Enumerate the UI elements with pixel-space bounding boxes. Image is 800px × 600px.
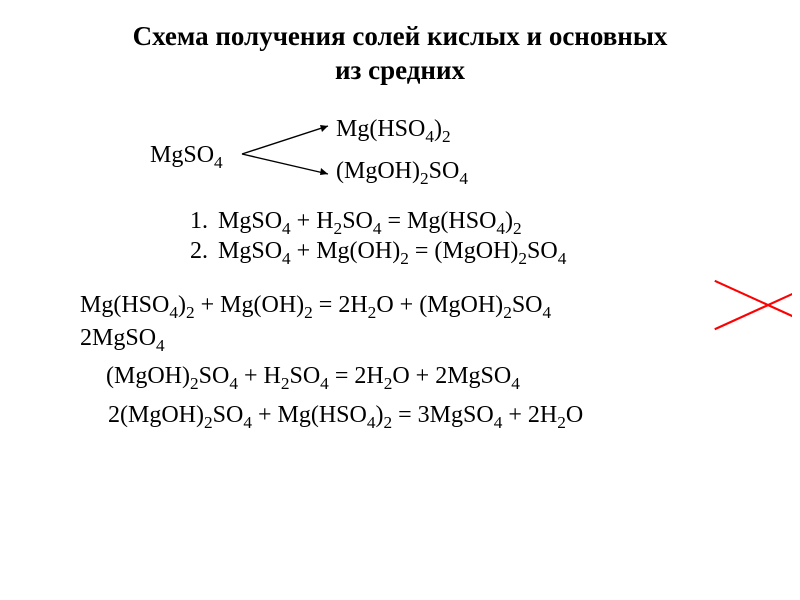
- eq-text: O: [566, 402, 583, 428]
- eq-sub: 2: [334, 218, 343, 237]
- eq-text: ): [376, 402, 384, 428]
- eq-sub: 4: [229, 374, 238, 393]
- branch-top-paren: ): [434, 116, 442, 142]
- eq-sub: 2: [557, 413, 566, 432]
- branch-bottom-l: (MgOH): [336, 158, 420, 184]
- eq-text: O +: [376, 292, 419, 318]
- branch-lines-icon: [238, 120, 332, 182]
- eq-sub: 4: [543, 303, 552, 322]
- eq-text: MgSO: [218, 238, 282, 264]
- eq-sub: 4: [156, 336, 165, 355]
- eq-sub: 2: [186, 303, 195, 322]
- title-line1: Схема получения солей кислых и основных: [133, 21, 668, 51]
- equation-block: Mg(HSO4)2 + Mg(OH)2 = 2H2O + (MgOH)2SO4 …: [80, 289, 750, 432]
- eq-text: + Mg(OH): [291, 238, 401, 264]
- eq-sub: 4: [243, 413, 252, 432]
- eq-text: + 2H: [502, 402, 557, 428]
- eq-sub: 2: [190, 374, 199, 393]
- eq-text: (MgOH): [419, 292, 503, 318]
- eq-text: 2(MgOH): [108, 402, 204, 428]
- crossed-term: (MgOH)2SO4: [419, 292, 551, 318]
- eq-sub: 2: [503, 303, 512, 322]
- eq-sub: 4: [496, 218, 505, 237]
- eq-text: SO: [512, 292, 543, 318]
- branch-bottom-mid: SO: [429, 158, 460, 184]
- branch-top-sub2: 2: [442, 126, 451, 145]
- branch-root-text: MgSO: [150, 142, 214, 168]
- eq-text: ): [178, 292, 186, 318]
- eq-text: + Mg(OH): [195, 292, 305, 318]
- eq-sub: 4: [282, 218, 291, 237]
- eq-text: (MgOH): [106, 363, 190, 389]
- title-line2: из средних: [335, 55, 465, 85]
- branch-top-text: Mg(HSO: [336, 116, 425, 142]
- equation-3-line2: 2MgSO4: [80, 322, 750, 355]
- branch-bottom-sub2: 4: [459, 168, 468, 187]
- list-item: 1.MgSO4 + H2SO4 = Mg(HSO4)2: [190, 206, 750, 237]
- branch-bottom-sub1: 2: [420, 168, 429, 187]
- eq-text: SO: [199, 363, 230, 389]
- eq-sub: 4: [367, 413, 376, 432]
- eq-text: ): [505, 208, 513, 234]
- numbered-list: 1.MgSO4 + H2SO4 = Mg(HSO4)2 2.MgSO4 + Mg…: [190, 206, 750, 267]
- eq-sub: 4: [511, 374, 520, 393]
- eq-text: MgSO: [218, 208, 282, 234]
- eq-text: = (MgOH): [409, 238, 519, 264]
- eq-text: + Mg(HSO: [252, 402, 367, 428]
- eq-sub: 2: [204, 413, 213, 432]
- eq-text: SO: [213, 402, 244, 428]
- branch-top: Mg(HSO4)2: [336, 116, 451, 143]
- eq-text: SO: [342, 208, 373, 234]
- page-title: Схема получения солей кислых и основных …: [50, 20, 750, 88]
- eq-text: + H: [291, 208, 334, 234]
- eq-sub: 4: [169, 303, 178, 322]
- eq-sub: 4: [282, 249, 291, 268]
- eq-text: SO: [289, 363, 320, 389]
- eq-text: O + 2MgSO: [392, 363, 511, 389]
- eq-sub: 4: [320, 374, 329, 393]
- eq-text: = 3MgSO: [392, 402, 494, 428]
- eq-sub: 2: [384, 413, 393, 432]
- branch-root: MgSO4: [150, 142, 223, 169]
- branch-diagram: MgSO4 Mg(HSO4)2 (MgOH)2SO4: [150, 116, 750, 192]
- eq-sub: 2: [400, 249, 409, 268]
- equation-5: 2(MgOH)2SO4 + Mg(HSO4)2 = 3MgSO4 + 2H2O: [108, 399, 750, 432]
- eq-sub: 2: [518, 249, 527, 268]
- eq-text: = 2H: [313, 292, 368, 318]
- list-item: 2.MgSO4 + Mg(OH)2 = (MgOH)2SO4: [190, 236, 750, 267]
- item-num: 1.: [190, 206, 218, 237]
- eq-text: SO: [527, 238, 558, 264]
- eq-sub: 2: [513, 218, 522, 237]
- equation-4: (MgOH)2SO4 + H2SO4 = 2H2O + 2MgSO4: [106, 360, 750, 393]
- eq-sub: 2: [304, 303, 313, 322]
- eq-sub: 4: [373, 218, 382, 237]
- equation-3-line1: Mg(HSO4)2 + Mg(OH)2 = 2H2O + (MgOH)2SO4: [80, 289, 750, 322]
- eq-text: = Mg(HSO: [382, 208, 497, 234]
- branch-bottom: (MgOH)2SO4: [336, 158, 468, 185]
- item-num: 2.: [190, 236, 218, 267]
- eq-text: + H: [238, 363, 281, 389]
- eq-sub: 4: [558, 249, 567, 268]
- eq-text: = 2H: [329, 363, 384, 389]
- branch-top-sub1: 4: [425, 126, 434, 145]
- eq-text: 2MgSO: [80, 325, 156, 351]
- eq-text: Mg(HSO: [80, 292, 169, 318]
- branch-root-sub: 4: [214, 152, 223, 171]
